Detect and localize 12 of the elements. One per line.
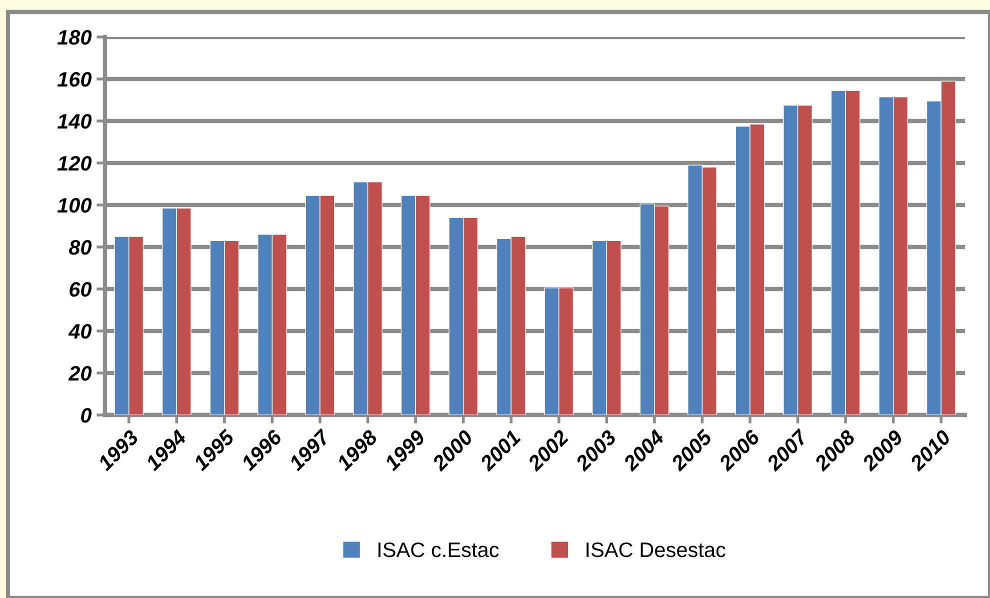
legend-label: ISAC c.Estac	[378, 542, 499, 558]
y-tick-label: 80	[68, 240, 92, 255]
y-tick-label: 120	[57, 156, 92, 171]
y-tick-label: 160	[57, 72, 92, 87]
y-tick-label: 0	[81, 408, 92, 423]
y-tick-label: 180	[57, 30, 92, 45]
y-tick-label: 20	[68, 366, 92, 381]
y-tick-label: 140	[57, 114, 92, 129]
y-tick-label: 40	[68, 324, 92, 339]
y-tick-label: 60	[70, 282, 92, 297]
legend-label: ISAC Desestac	[586, 542, 726, 558]
y-tick-label: 100	[57, 198, 92, 213]
